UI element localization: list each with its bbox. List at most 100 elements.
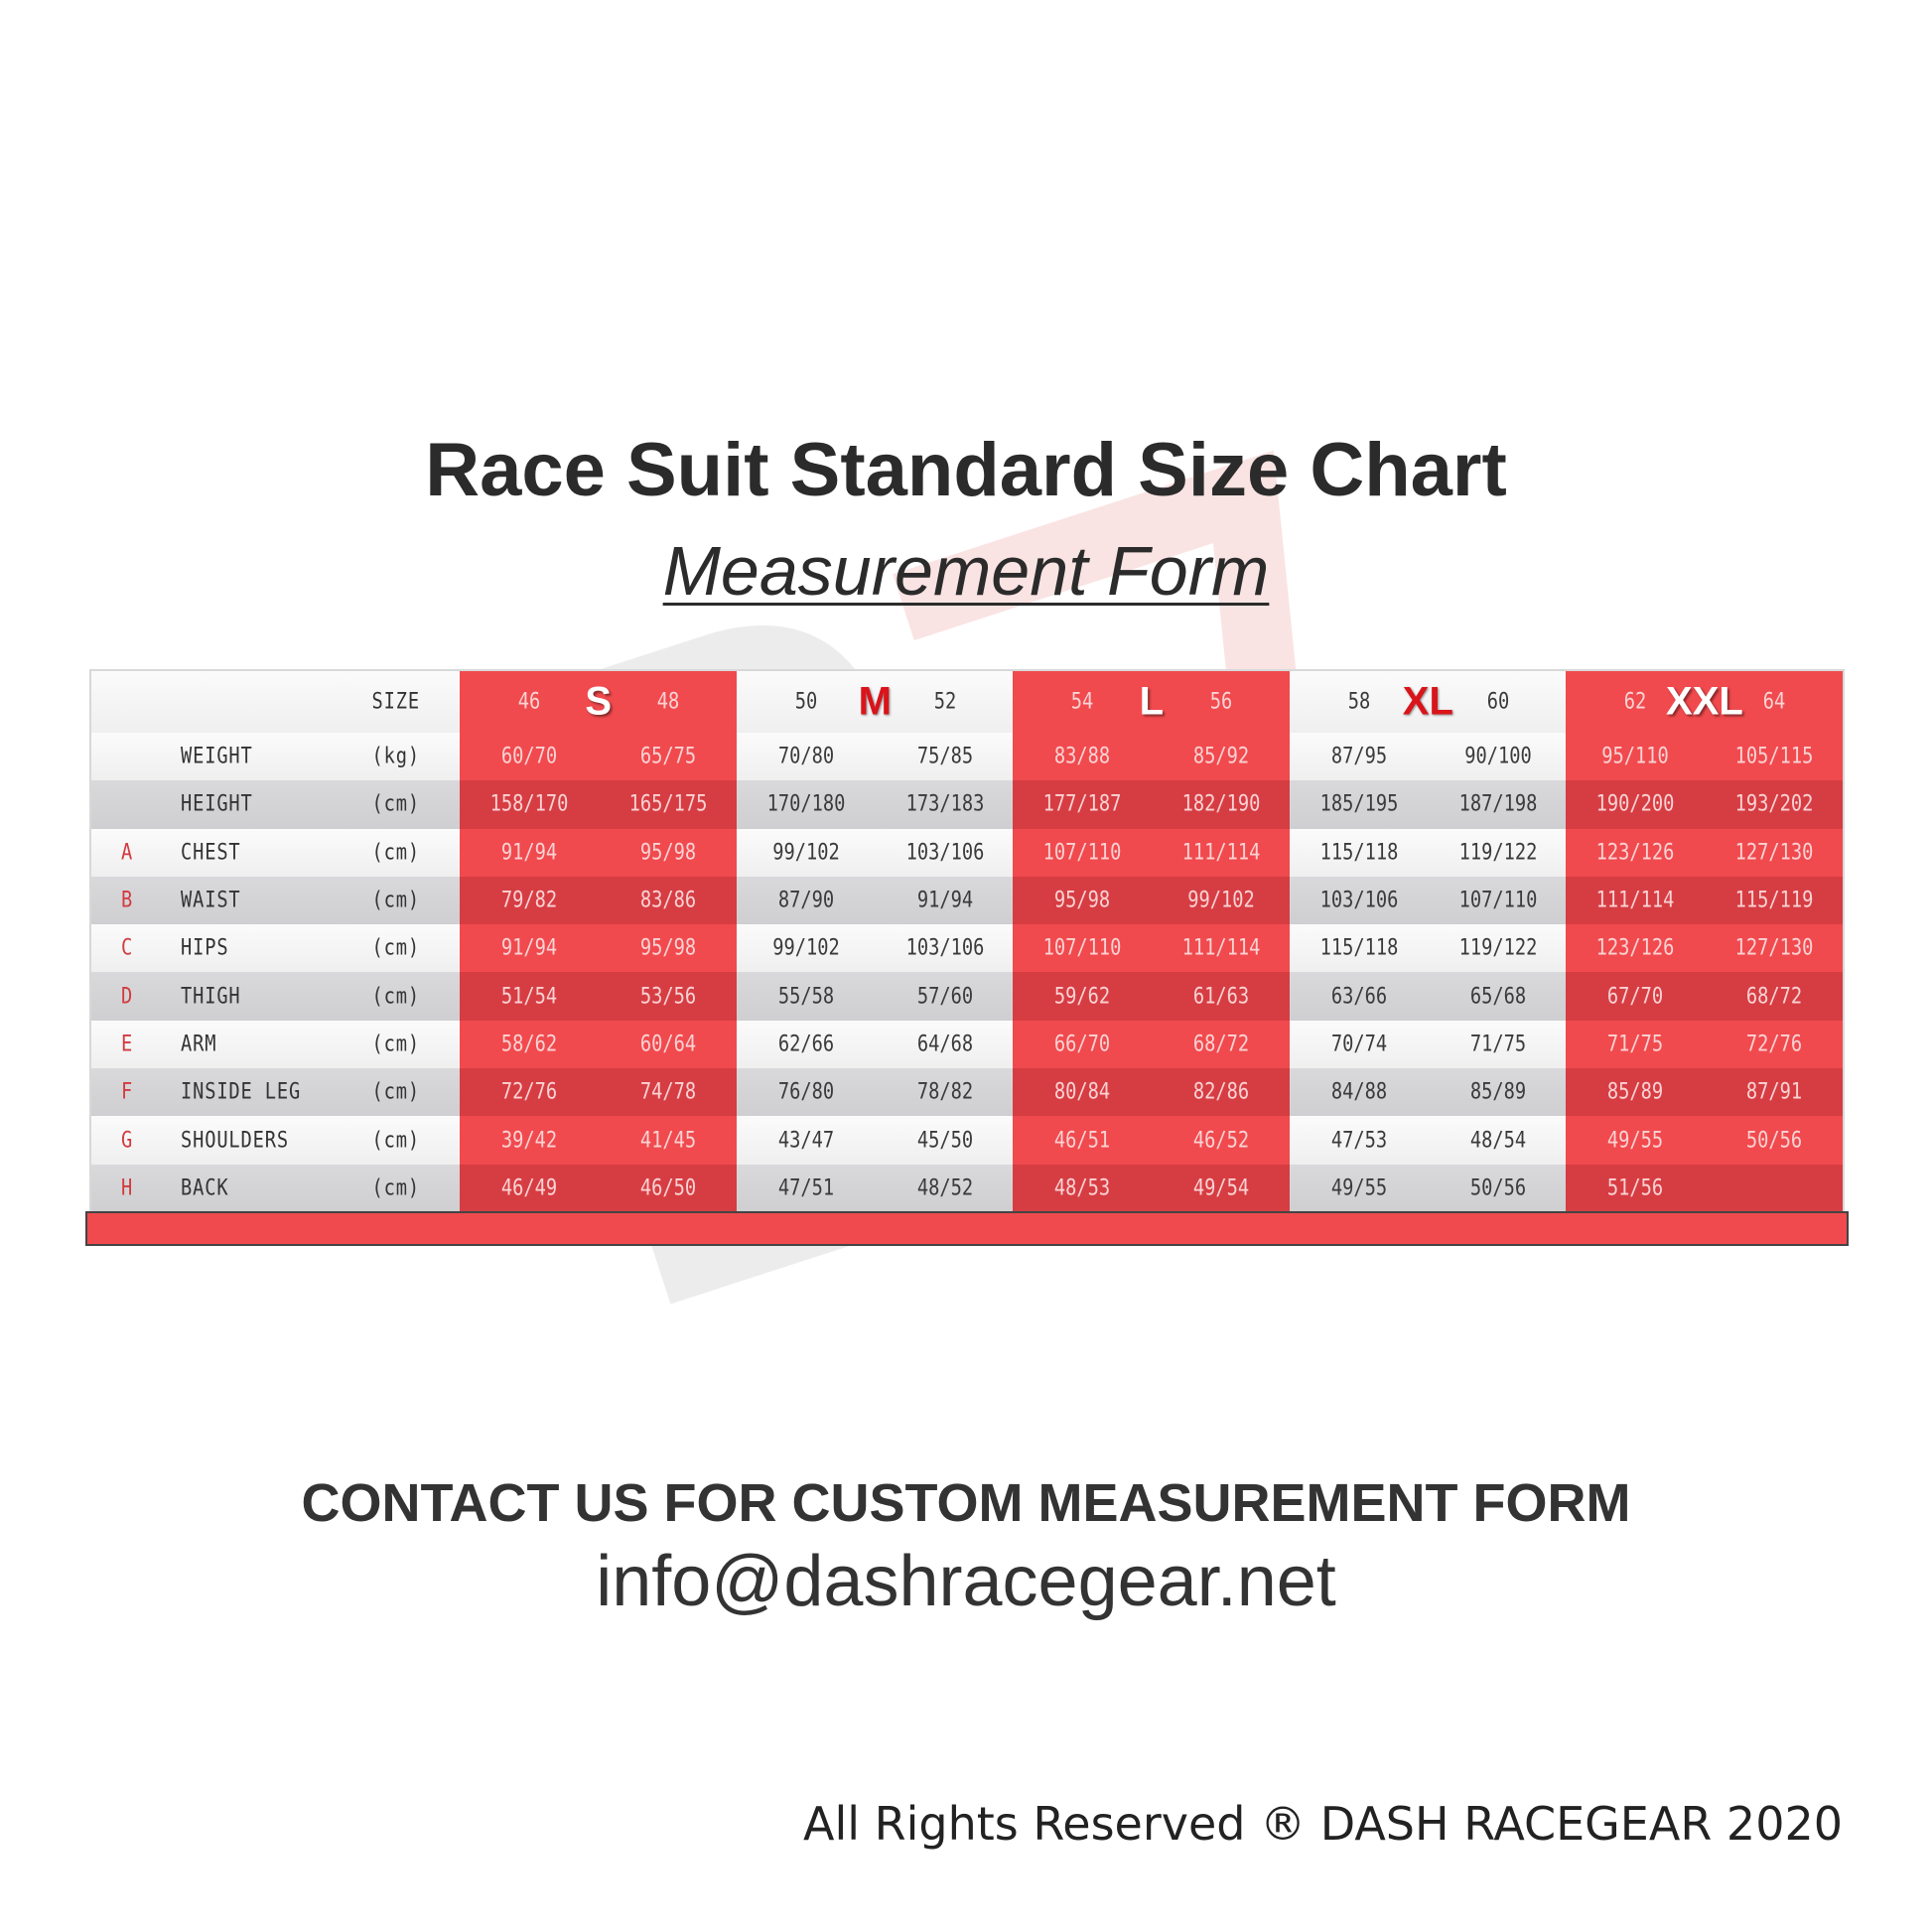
measurement-label-cell: G SHOULDERS (cm) xyxy=(91,1116,460,1164)
size-group-cell: 47/53 48/54 xyxy=(1290,1116,1567,1164)
table-cell: 103/106 xyxy=(905,935,985,961)
size-number: 60 xyxy=(1486,689,1510,715)
table-cell: 90/100 xyxy=(1464,744,1532,769)
measurement-name: CHEST xyxy=(181,840,241,866)
table-cell: 64/68 xyxy=(916,1032,973,1057)
size-group-header: 46 S 48 xyxy=(460,671,737,733)
size-group-cell: 51/56 xyxy=(1566,1164,1843,1212)
table-cell: 61/63 xyxy=(1193,984,1250,1010)
table-cell: 70/74 xyxy=(1330,1032,1388,1057)
table-cell: 83/86 xyxy=(640,888,697,913)
table-cell: 47/51 xyxy=(777,1175,834,1201)
table-cell: 170/180 xyxy=(766,791,846,817)
table-cell: 41/45 xyxy=(640,1128,697,1154)
size-group-cell: 83/88 85/92 xyxy=(1013,733,1290,781)
size-group-cell: 79/82 83/86 xyxy=(460,876,737,925)
size-group-cell: 115/118 119/122 xyxy=(1290,829,1567,877)
table-row: HEIGHT (cm) 158/170 165/175 170/180 173/183 17… xyxy=(91,780,1843,829)
measurement-label-cell: A CHEST (cm) xyxy=(91,829,460,877)
size-group-cell: 103/106 107/110 xyxy=(1290,877,1567,924)
measurement-unit: (cm) xyxy=(371,840,421,866)
size-group-cell: 85/89 87/91 xyxy=(1566,1068,1843,1117)
measurement-letter: F xyxy=(121,1079,133,1105)
table-cell: 72/76 xyxy=(1746,1032,1803,1057)
size-group-cell: 99/102 103/106 xyxy=(737,924,1014,972)
size-group-cell: 91/94 95/98 xyxy=(460,828,737,877)
size-group-cell: 170/180 173/183 xyxy=(737,780,1014,828)
table-cell: 123/126 xyxy=(1596,840,1675,866)
size-group-cell: 39/42 41/45 xyxy=(460,1116,737,1165)
table-cell: 53/56 xyxy=(640,984,697,1010)
measurement-unit: (cm) xyxy=(371,791,421,817)
size-number: 50 xyxy=(794,689,817,715)
table-cell: 79/82 xyxy=(501,888,558,913)
size-group-cell: 87/95 90/100 xyxy=(1290,733,1567,780)
size-group-cell: 107/110 111/114 xyxy=(1013,828,1290,877)
table-header-row: SIZE 46 S 48 50 M 52 54 L 56 58 XL 60 62 XXL 64 xyxy=(91,671,1843,733)
table-cell: 48/52 xyxy=(916,1175,973,1201)
measurement-unit: (cm) xyxy=(371,1079,421,1105)
table-cell: 72/76 xyxy=(501,1079,558,1105)
table-cell: 95/110 xyxy=(1601,744,1670,769)
size-group-cell: 62/66 64/68 xyxy=(737,1021,1014,1068)
table-cell: 127/130 xyxy=(1735,840,1814,866)
size-group-cell: 58/62 60/64 xyxy=(460,1020,737,1069)
measurement-name: INSIDE LEG xyxy=(181,1079,302,1105)
table-cell: 84/88 xyxy=(1330,1079,1388,1105)
size-group-cell: 115/118 119/122 xyxy=(1290,924,1567,972)
size-group-header: 58 XL 60 xyxy=(1290,671,1567,733)
size-group-cell: 123/126 127/130 xyxy=(1566,924,1843,973)
size-group-cell: 177/187 182/190 xyxy=(1013,780,1290,829)
table-cell: 119/122 xyxy=(1458,840,1538,866)
measurement-label-cell: F INSIDE LEG (cm) xyxy=(91,1068,460,1116)
table-row: E ARM (cm) 58/62 60/64 62/66 64/68 66/70 68/72 70… xyxy=(91,1020,1843,1069)
subtitle-text: Measurement Form xyxy=(662,532,1270,610)
table-cell: 46/50 xyxy=(640,1175,697,1201)
table-cell: 99/102 xyxy=(771,840,840,866)
table-cell: 51/54 xyxy=(501,984,558,1010)
contact-email[interactable]: info@dashracegear.net xyxy=(596,1542,1336,1621)
table-row: G SHOULDERS (cm) 39/42 41/45 43/47 45/50 46/51 4… xyxy=(91,1116,1843,1165)
size-group-cell: 71/75 72/76 xyxy=(1566,1020,1843,1069)
size-group-cell: 84/88 85/89 xyxy=(1290,1068,1567,1116)
table-cell: 83/88 xyxy=(1054,744,1111,769)
table-cell: 107/110 xyxy=(1458,888,1538,913)
size-number: 56 xyxy=(1210,689,1233,715)
size-group-cell: 111/114 115/119 xyxy=(1566,876,1843,925)
table-cell: 115/118 xyxy=(1319,840,1399,866)
size-number: 46 xyxy=(517,689,541,715)
table-cell: 119/122 xyxy=(1458,935,1538,961)
table-cell: 62/66 xyxy=(777,1032,834,1057)
table-cell: 50/56 xyxy=(1746,1128,1803,1154)
table-cell: 70/80 xyxy=(777,744,834,769)
size-group-cell: 190/200 193/202 xyxy=(1566,780,1843,829)
size-number: 48 xyxy=(656,689,680,715)
table-cell: 71/75 xyxy=(1607,1032,1664,1057)
table-cell: 115/119 xyxy=(1735,888,1814,913)
table-cell: 46/51 xyxy=(1054,1128,1111,1154)
size-group-header: 54 L 56 xyxy=(1013,671,1290,733)
table-cell: 185/195 xyxy=(1319,791,1399,817)
size-group-cell: 49/55 50/56 xyxy=(1290,1165,1567,1212)
size-group-cell: 185/195 187/198 xyxy=(1290,780,1567,828)
size-label-cell: SIZE xyxy=(91,671,460,733)
table-cell: 47/53 xyxy=(1330,1128,1388,1154)
table-cell: 85/92 xyxy=(1193,744,1250,769)
table-row: WEIGHT (kg) 60/70 65/75 70/80 75/85 83/88 85/92… xyxy=(91,733,1843,781)
measurement-name: ARM xyxy=(181,1032,217,1057)
table-row: B WAIST (cm) 79/82 83/86 87/90 91/94 95/98 99/10… xyxy=(91,876,1843,925)
table-cell: 87/91 xyxy=(1746,1079,1803,1105)
measurement-letter: C xyxy=(121,935,133,961)
table-cell: 107/110 xyxy=(1042,840,1122,866)
table-cell: 111/114 xyxy=(1181,840,1261,866)
table-cell: 187/198 xyxy=(1458,791,1538,817)
size-group-cell: 76/80 78/82 xyxy=(737,1068,1014,1116)
table-cell: 46/52 xyxy=(1193,1128,1250,1154)
table-cell: 49/55 xyxy=(1607,1128,1664,1154)
table-cell: 51/56 xyxy=(1607,1175,1664,1201)
measurement-unit: (cm) xyxy=(371,1032,421,1057)
size-letter: M xyxy=(858,679,892,724)
table-cell: 99/102 xyxy=(1187,888,1256,913)
size-group-cell: 60/70 65/75 xyxy=(460,733,737,781)
size-group-cell: 46/49 46/50 xyxy=(460,1164,737,1212)
